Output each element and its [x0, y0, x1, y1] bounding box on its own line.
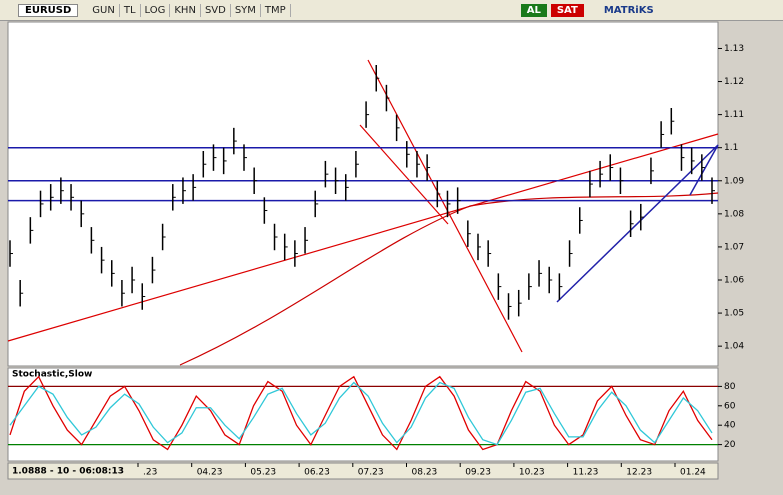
indicator-line	[9, 381, 713, 446]
y-tick-label: 1.05	[724, 309, 744, 319]
sell-button[interactable]: SAT	[550, 3, 584, 17]
toolbar-button[interactable]: TMP	[261, 3, 291, 17]
trend-line	[367, 59, 523, 353]
status: 1.0888 - 10 - 06:08:13	[12, 467, 124, 477]
x-tick-label: 10.23	[519, 468, 545, 478]
x-tick-label: 08.23	[412, 468, 438, 478]
y-tick-label: 1.1	[724, 143, 738, 153]
y-tick-label: 60	[724, 401, 736, 411]
chart: Stochastic,Slow 1.0888 - 10 - 06:08:13 1…	[7, 21, 744, 480]
x-tick-label: 05.23	[250, 468, 276, 478]
x-axis	[7, 462, 719, 480]
trend-line	[556, 144, 719, 303]
stochastic-panel	[7, 367, 719, 462]
indicator-title: Stochastic,Slow	[12, 370, 92, 380]
x-tick-label: 07.23	[358, 468, 384, 478]
x-tick-label: 12.23	[626, 468, 652, 478]
moving-average	[179, 192, 719, 366]
indicator-line	[9, 375, 713, 451]
toolbar-button[interactable]: LOG	[141, 3, 171, 17]
toolbar-button[interactable]: KHN	[170, 3, 201, 17]
y-tick-label: 1.13	[724, 44, 744, 54]
brand: MATRiKS	[603, 4, 654, 16]
toolbar-button[interactable]: TL	[120, 3, 141, 17]
x-tick-label: 01.24	[680, 468, 706, 478]
y-tick-label: 40	[724, 421, 736, 431]
x-tick-label: 04.23	[197, 468, 223, 478]
toolbar-button[interactable]: SVD	[201, 3, 231, 17]
y-tick-label: 1.08	[724, 209, 744, 219]
y-tick-label: 1.11	[724, 110, 744, 120]
toolbar-button[interactable]: GUN	[88, 3, 120, 17]
y-tick-label: 1.04	[724, 342, 744, 352]
y-tick-label: 20	[724, 440, 736, 450]
buy-button[interactable]: AL	[520, 3, 547, 17]
x-tick-label: 11.23	[573, 468, 599, 478]
trend-line	[359, 124, 449, 225]
y-tick-label: 1.09	[724, 176, 744, 186]
y-tick-label: 1.07	[724, 242, 744, 252]
x-tick-label: .23	[143, 468, 157, 478]
y-tick-label: 80	[724, 382, 736, 392]
y-tick-label: 1.12	[724, 77, 744, 87]
y-tick-label: 1.06	[724, 276, 744, 286]
symbol[interactable]: EURUSD	[18, 3, 79, 17]
toolbar: EURUSD GUN TL LOG KHN SVD SYM TMP AL SAT…	[0, 0, 783, 21]
x-tick-label: 06.23	[304, 468, 330, 478]
toolbar-button[interactable]: SYM	[231, 3, 261, 17]
x-tick-label: 09.23	[465, 468, 491, 478]
price-panel	[7, 21, 719, 367]
